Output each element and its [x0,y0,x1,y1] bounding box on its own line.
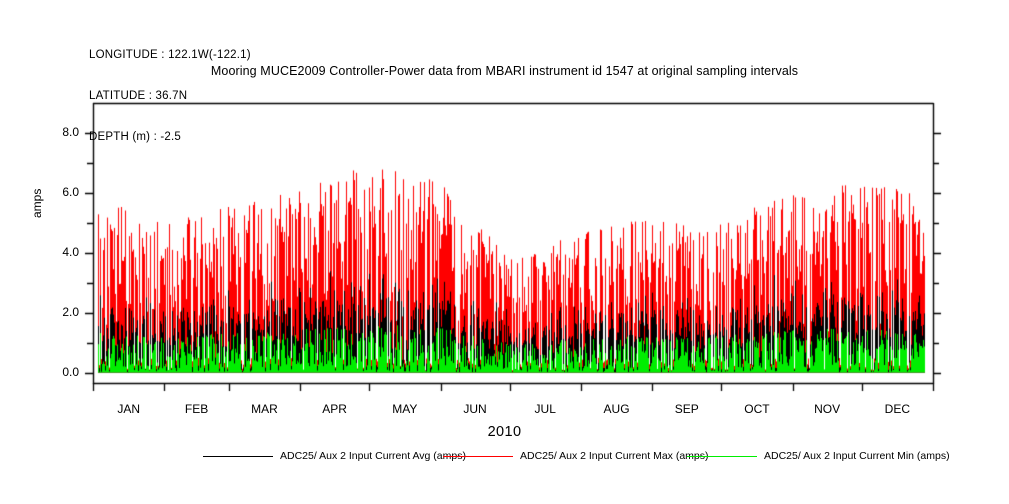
x-tick-label: JUN [463,402,487,416]
x-tick-label: JAN [117,402,140,416]
x-tick-label: MAR [251,402,278,416]
y-tick-label: 8.0 [62,124,79,139]
x-tick-label: AUG [603,402,630,416]
legend-item: ADC25/ Aux 2 Input Current Avg (amps) [203,448,466,464]
legend-label: ADC25/ Aux 2 Input Current Avg (amps) [280,450,466,462]
x-tick-label: MAY [392,402,418,416]
x-tick-label: DEC [884,402,910,416]
x-tick-label: FEB [184,402,209,416]
legend-color-swatch [687,455,757,457]
legend-item: ADC25/ Aux 2 Input Current Min (amps) [687,448,950,464]
chart-legend: ADC25/ Aux 2 Input Current Avg (amps) ADC… [0,448,1009,466]
x-tick-label: APR [322,402,347,416]
x-tick-label: JUL [534,402,556,416]
y-tick-label: 0.0 [62,364,79,379]
x-axis-label: 2010 [487,424,522,440]
x-tick-label: OCT [744,402,770,416]
legend-label: ADC25/ Aux 2 Input Current Max (amps) [520,450,709,462]
legend-label: ADC25/ Aux 2 Input Current Min (amps) [764,450,950,462]
x-tick-label: NOV [814,402,841,416]
y-tick-label: 4.0 [62,244,79,259]
legend-item: ADC25/ Aux 2 Input Current Max (amps) [443,448,709,464]
legend-color-swatch [203,455,273,457]
y-tick-label: 6.0 [62,184,79,199]
legend-color-swatch [443,455,513,457]
y-tick-label: 2.0 [62,304,79,319]
x-tick-label: SEP [674,402,699,416]
